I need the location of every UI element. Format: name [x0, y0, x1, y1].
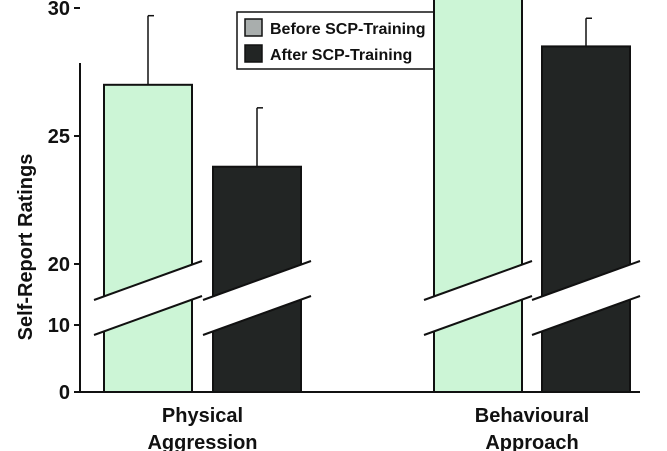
- bars: [103, 0, 631, 394]
- axis-break-gap: [94, 261, 202, 335]
- y-tick-label: 25: [48, 126, 70, 148]
- legend-swatch: [244, 44, 263, 63]
- x-axis-labels: Physical Aggression Behavioural Approach: [147, 405, 589, 451]
- axis-break-line: [423, 260, 533, 301]
- axis-break-line: [531, 295, 641, 336]
- axis-break-gap: [532, 261, 640, 335]
- category-label: Behavioural: [475, 405, 589, 427]
- axis-break-line: [531, 260, 641, 301]
- y-tick-label: 30: [48, 0, 70, 20]
- axis-break-line: [423, 295, 533, 336]
- y-tick-label: 20: [48, 254, 70, 276]
- category-label: Approach: [485, 432, 578, 451]
- legend-label: After SCP-Training: [270, 47, 412, 64]
- y-axis-label: Self-Report Ratings: [15, 154, 37, 341]
- legend-label: Before SCP-Training: [270, 21, 426, 38]
- y-tick-label: 10: [48, 315, 70, 337]
- axis-break-line: [93, 260, 203, 301]
- bar-before-2: [433, 0, 523, 393]
- category-label: Physical: [162, 405, 243, 427]
- axis-break-line: [93, 295, 203, 336]
- axis-break-line: [202, 260, 312, 301]
- axis-break-gap: [424, 261, 532, 335]
- legend-box: [236, 11, 472, 70]
- axis-break-line: [202, 295, 312, 336]
- legend-swatch: [244, 18, 263, 37]
- y-tick-label: 0: [59, 382, 70, 404]
- bar-before-1: [103, 83, 193, 394]
- legend: Before SCP-Training After SCP-Training: [236, 11, 472, 70]
- axis-breaks: [93, 260, 641, 336]
- bar-after-2: [541, 45, 631, 394]
- category-label: Aggression: [147, 432, 257, 451]
- axis-break-gap: [203, 261, 311, 335]
